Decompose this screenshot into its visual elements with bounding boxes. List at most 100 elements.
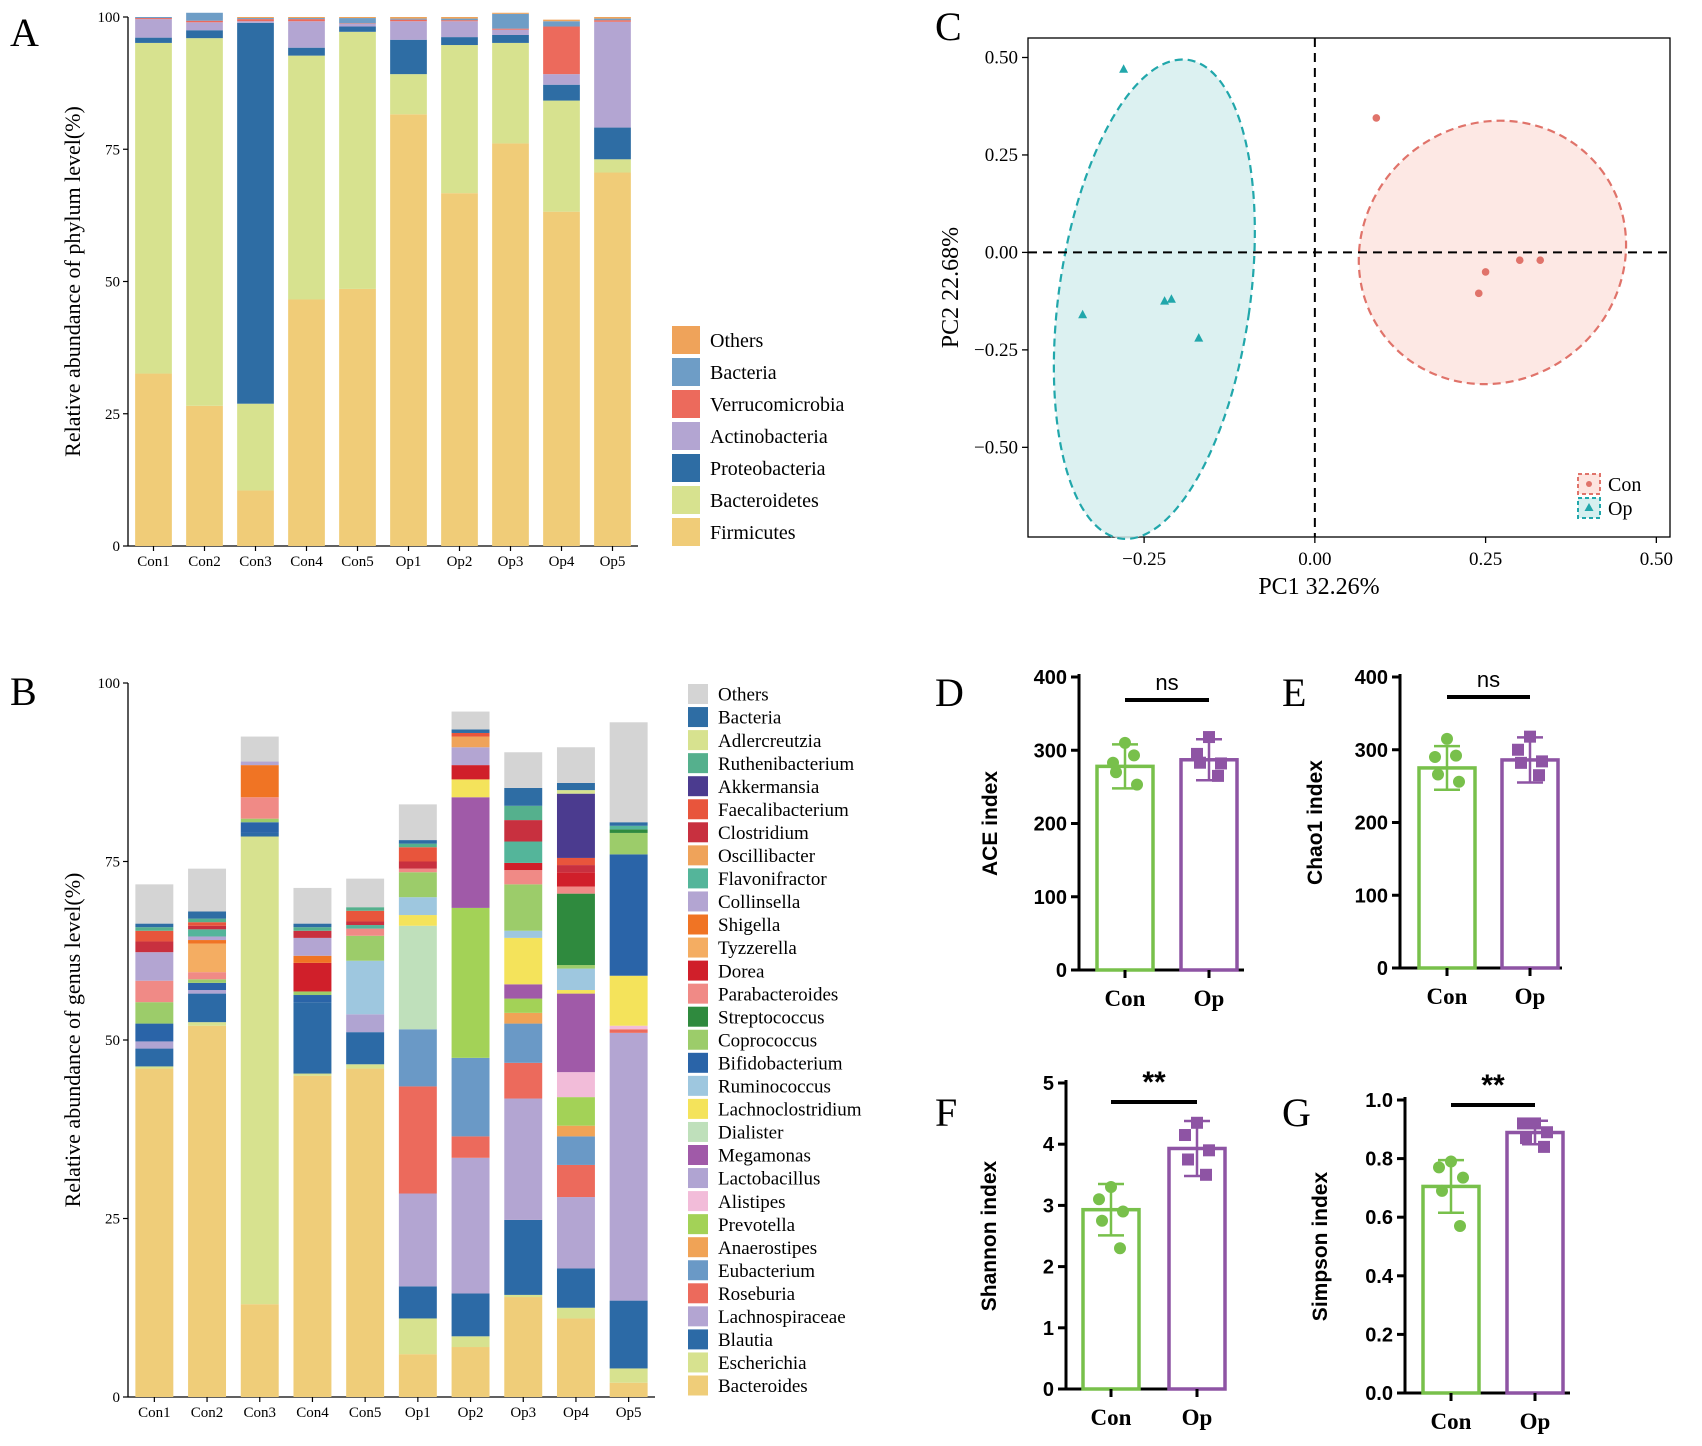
legend-label-collinsella: Collinsella (718, 892, 801, 913)
data-point-con (1107, 756, 1119, 769)
legend-label-bacteria: Bacteria (710, 362, 777, 384)
bar-segment-actinobacteria-op1 (390, 21, 427, 40)
bar-segment-bifidobacterium-con2 (188, 982, 227, 991)
legend-swatch-prevotella (688, 1214, 708, 1235)
bar-segment-bacteria-con5 (339, 18, 376, 24)
data-point-op (1203, 1144, 1215, 1157)
bar-segment-lachnoclostridium-op5 (609, 975, 648, 1026)
bar-segment-lachnoclostridium-op4 (556, 990, 595, 994)
legend-swatch-verrucomicrobia (672, 390, 700, 418)
legend-label-op: Op (1608, 498, 1632, 520)
bar-segment-clostridium-op1 (398, 861, 437, 869)
legend-swatch-lachnoclostridium (688, 1098, 708, 1119)
bar-segment-actinobacteria-con5 (339, 23, 376, 27)
bar-segment-verrucomicrobia-op1 (390, 19, 427, 22)
data-point-con (1110, 766, 1122, 779)
bar-segment-bacteroides-con5 (346, 1068, 385, 1397)
data-point-con (1536, 256, 1545, 265)
bar-segment-verrucomicrobia-con3 (237, 19, 274, 22)
y-tick-label: 50 (105, 275, 120, 291)
bar-segment-actinobacteria-con1 (135, 19, 172, 38)
bar-segment-actinobacteria-con3 (237, 21, 274, 23)
bar-segment-shigella-con3 (240, 765, 279, 798)
legend-swatch-others (672, 326, 700, 354)
bar-segment-lachnoclostridium-op3 (504, 937, 543, 985)
legend-label-eubacterium: Eubacterium (718, 1261, 815, 1282)
bar-segment-verrucomicrobia-op5 (594, 20, 631, 22)
bar-segment-alistipes-op5 (609, 1025, 648, 1030)
bar-op (1179, 758, 1239, 972)
bar-segment-others-con4 (293, 887, 332, 924)
legend-swatch-bacteroides (688, 1375, 708, 1396)
x-tick-label: 0.50 (1640, 549, 1673, 570)
bar-segment-proteobacteria-op4 (543, 84, 580, 101)
bar-segment-others-op2 (441, 17, 478, 19)
y-tick-label: 3 (1043, 1195, 1054, 1217)
x-tick-label: Op (1520, 1409, 1551, 1434)
x-tick-label: Op (1515, 984, 1546, 1009)
legend-swatch-faecalibacterium (688, 799, 708, 820)
y-tick-label: 75 (105, 855, 120, 871)
data-point-con (1453, 775, 1465, 788)
legend-label-flavonifractor: Flavonifractor (718, 869, 827, 890)
bar-segment-others-con5 (339, 17, 376, 19)
y-axis-title: PC2 22.68% (938, 227, 964, 348)
x-tick-label: Con (1431, 1409, 1472, 1434)
bar-segment-parabacteroides-con2 (188, 972, 227, 980)
bar-segment-collinsella-con3 (240, 761, 279, 766)
legend-label-akkermansia: Akkermansia (718, 777, 820, 798)
bar-segment-adlercreutzia-op4 (556, 790, 595, 794)
bar-segment-dorea-op4 (556, 872, 595, 887)
data-point-con (1131, 778, 1143, 791)
bar-segment-prevotella-op4 (556, 1097, 595, 1126)
legend-label-adlercreutzia: Adlercreutzia (718, 731, 822, 752)
bar-segment-escherichia-con1 (135, 1066, 174, 1069)
bar-segment-bacteroides-op3 (504, 1297, 543, 1397)
bar-segment-parabacteroides-op3 (504, 870, 543, 885)
y-tick-label: 25 (105, 407, 120, 423)
x-tick-label: Con4 (290, 554, 323, 570)
bar-segment-eubacterium-op1 (398, 1029, 437, 1087)
bar-segment-escherichia-op3 (504, 1294, 543, 1298)
bar-segment-others-op1 (398, 804, 437, 841)
bar-con (1421, 1184, 1481, 1395)
bar-segment-blautia-con3 (240, 832, 279, 837)
bar-segment-collinsella-con1 (135, 952, 174, 981)
significance-label: ns (1155, 670, 1178, 695)
x-tick-label: Con2 (188, 554, 221, 570)
data-point-op (1533, 769, 1545, 782)
bar-segment-ruminococcus-con5 (346, 960, 385, 1015)
bar-segment-ruminococcus-op3 (504, 930, 543, 938)
bar-segment-bifidobacterium-op5 (609, 854, 648, 976)
bar-segment-coprococcus-op3 (504, 884, 543, 931)
y-tick-label: 0.25 (985, 145, 1018, 166)
legend-swatch-alistipes (688, 1191, 708, 1212)
y-tick-label: 0 (113, 1390, 121, 1406)
bar-segment-clostridium-con1 (135, 941, 174, 953)
legend-swatch-bifidobacterium (688, 1052, 708, 1073)
bar-segment-bacteroidetes-con4 (288, 55, 325, 300)
bar-segment-lactobacillus-con1 (135, 1041, 174, 1049)
legend-swatch-eubacterium (688, 1260, 708, 1281)
bar-segment-proteobacteria-op3 (492, 34, 529, 43)
bar-segment-blautia-op5 (609, 1300, 648, 1369)
legend-label-proteobacteria: Proteobacteria (710, 458, 826, 480)
bar-segment-parabacteroides-con3 (240, 797, 279, 819)
bar-segment-others-con1 (135, 884, 174, 924)
bar-segment-blautia-op4 (556, 1268, 595, 1308)
legend-label-lachnospiraceae: Lachnospiraceae (718, 1307, 846, 1328)
legend-label-lachnoclostridium: Lachnoclostridium (718, 1100, 862, 1121)
y-tick-label: −0.50 (974, 437, 1018, 458)
bar-segment-megamonas-op3 (504, 984, 543, 999)
bar-segment-others-op3 (492, 12, 529, 14)
plot-frame (1027, 37, 1671, 538)
legend-label-bifidobacterium: Bifidobacterium (718, 1053, 843, 1074)
data-point-op (1194, 756, 1206, 769)
bar-segment-clostridium-con2 (188, 925, 227, 930)
data-point-op (1200, 1168, 1212, 1181)
bar-segment-dorea-op3 (504, 862, 543, 871)
x-tick-label: Con2 (191, 1405, 224, 1421)
data-point-op (1512, 743, 1524, 756)
y-tick-label: 100 (1034, 887, 1067, 909)
